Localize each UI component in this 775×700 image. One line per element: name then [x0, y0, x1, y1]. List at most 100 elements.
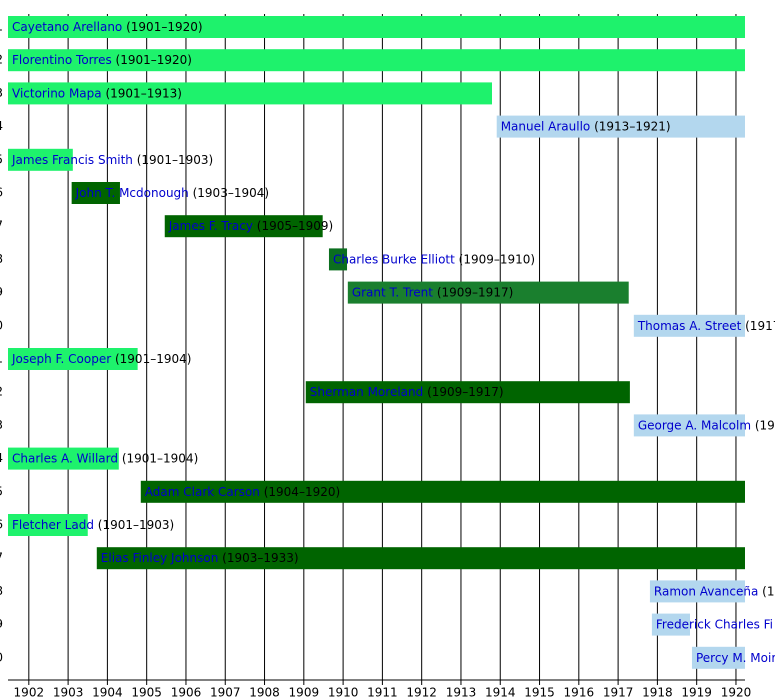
bar-label: James Francis Smith (1901–1903) — [11, 152, 213, 166]
row-label: 20 — [0, 650, 3, 664]
bar-label: Joseph F. Cooper (1901–1904) — [11, 352, 191, 366]
bar-label: Fletcher Ladd (1901–1903) — [12, 518, 174, 532]
bar — [8, 348, 138, 370]
row-label: 1 — [0, 20, 3, 34]
bar-label: Elias Finley Johnson (1903–1933) — [101, 551, 299, 565]
row-label: 8 — [0, 252, 3, 266]
bar-label: Victorino Mapa (1901–1913) — [12, 86, 182, 100]
bar — [496, 115, 745, 138]
bar — [96, 547, 746, 570]
bar-label: Manuel Araullo (1913–1921) — [501, 119, 671, 133]
x-tick-label: 1915 — [524, 686, 555, 700]
x-tick-label: 1911 — [367, 686, 398, 700]
name-link[interactable]: George A. Malcolm — [638, 418, 751, 432]
row-label: 2 — [0, 53, 3, 67]
name-link[interactable]: Grant T. Trent — [352, 285, 433, 299]
x-tick-label: 1919 — [681, 686, 712, 700]
x-tick-label: 1918 — [642, 686, 673, 700]
name-link[interactable]: Sherman Moreland — [310, 385, 423, 399]
row-label: 10 — [0, 318, 3, 332]
name-link[interactable]: Thomas A. Street — [637, 318, 742, 332]
bar-label: Grant T. Trent (1909–1917) — [352, 285, 513, 299]
row-label: 14 — [0, 451, 3, 465]
name-link[interactable]: Adam Clark Carson — [145, 484, 260, 498]
row-label: 13 — [0, 418, 3, 432]
name-link[interactable]: Ramon Avanceña — [654, 584, 758, 598]
row-label: 4 — [0, 119, 3, 133]
bar-label: Sherman Moreland (1909–1917) — [310, 385, 504, 399]
x-tick-label: 1916 — [564, 686, 595, 700]
bar — [164, 215, 323, 238]
bar — [8, 148, 73, 171]
name-link[interactable]: Charles Burke Elliott — [333, 252, 455, 266]
bar — [305, 381, 630, 404]
row-label: 16 — [0, 518, 3, 532]
date-range: (1901–1920) — [126, 20, 202, 34]
bar-label: Thomas A. Street (1917 — [637, 318, 775, 332]
bar-label: John T. Mcdonough (1903–1904) — [75, 186, 269, 200]
x-tick-label: 1910 — [328, 686, 359, 700]
name-link[interactable]: Elias Finley Johnson — [101, 551, 219, 565]
date-range: (1901–1920) — [116, 53, 192, 67]
name-link[interactable]: Joseph F. Cooper — [11, 352, 111, 366]
bar-label: Charles Burke Elliott (1909–1910) — [333, 252, 535, 266]
name-link[interactable]: Cayetano Arellano — [12, 20, 122, 34]
x-tick-label: 1903 — [53, 686, 84, 700]
date-range: (1905–1909) — [257, 219, 333, 233]
date-range: (1913–1921) — [594, 119, 670, 133]
x-tick-label: 1920 — [721, 686, 752, 700]
name-link[interactable]: Victorino Mapa — [12, 86, 102, 100]
row-label: 7 — [0, 219, 3, 233]
row-label: 19 — [0, 617, 3, 631]
x-tick-label: 1912 — [406, 686, 437, 700]
name-link[interactable]: Frederick Charles Fi — [656, 617, 773, 631]
bar-label: Ramon Avanceña (1 — [654, 584, 775, 598]
bar-label: Percy M. Moir — [696, 650, 775, 664]
name-link[interactable]: John T. Mcdonough — [75, 186, 189, 200]
name-link[interactable]: Fletcher Ladd — [12, 518, 94, 532]
date-range: (1903–1933) — [222, 551, 298, 565]
name-link[interactable]: Charles A. Willard — [12, 451, 118, 465]
date-range: (1904–1920) — [264, 484, 340, 498]
bar-label: Frederick Charles Fi — [656, 617, 773, 631]
row-label: 18 — [0, 584, 3, 598]
date-range: (1901–1904) — [115, 352, 191, 366]
bar-label: George A. Malcolm (19 — [638, 418, 775, 432]
date-range: (1909–1910) — [459, 252, 535, 266]
bar-label: Charles A. Willard (1901–1904) — [12, 451, 198, 465]
name-link[interactable]: Percy M. Moir — [696, 650, 775, 664]
row-label: 3 — [0, 86, 3, 100]
bar — [633, 414, 745, 437]
name-link[interactable]: Manuel Araullo — [501, 119, 591, 133]
bar — [8, 49, 745, 72]
x-tick-label: 1906 — [171, 686, 202, 700]
date-range: (1903–1904) — [193, 186, 269, 200]
x-tick-label: 1905 — [131, 686, 162, 700]
date-range: (1 — [762, 584, 774, 598]
x-tick-label: 1917 — [603, 686, 634, 700]
name-link[interactable]: James Francis Smith — [11, 152, 133, 166]
name-link[interactable]: Florentino Torres — [12, 53, 112, 67]
date-range: (1901–1904) — [122, 451, 198, 465]
bar-label: Adam Clark Carson (1904–1920) — [145, 484, 340, 498]
x-tick-label: 1902 — [14, 686, 45, 700]
bar — [8, 82, 492, 105]
bar — [691, 646, 745, 669]
bar — [649, 580, 745, 603]
bar — [8, 514, 88, 536]
bar — [328, 248, 348, 271]
date-range: (1909–1917) — [437, 285, 513, 299]
bar-label: Florentino Torres (1901–1920) — [12, 53, 192, 67]
bar — [71, 182, 120, 204]
x-tick-label: 1907 — [210, 686, 241, 700]
date-range: (1901–1903) — [137, 152, 213, 166]
bar — [8, 447, 119, 470]
row-label: 12 — [0, 385, 3, 399]
x-tick-label: 1909 — [289, 686, 320, 700]
bar — [651, 613, 690, 636]
row-label: 6 — [0, 186, 3, 200]
bar — [633, 314, 745, 337]
name-link[interactable]: James F. Tracy — [168, 219, 253, 233]
date-range: (1909–1917) — [427, 385, 503, 399]
